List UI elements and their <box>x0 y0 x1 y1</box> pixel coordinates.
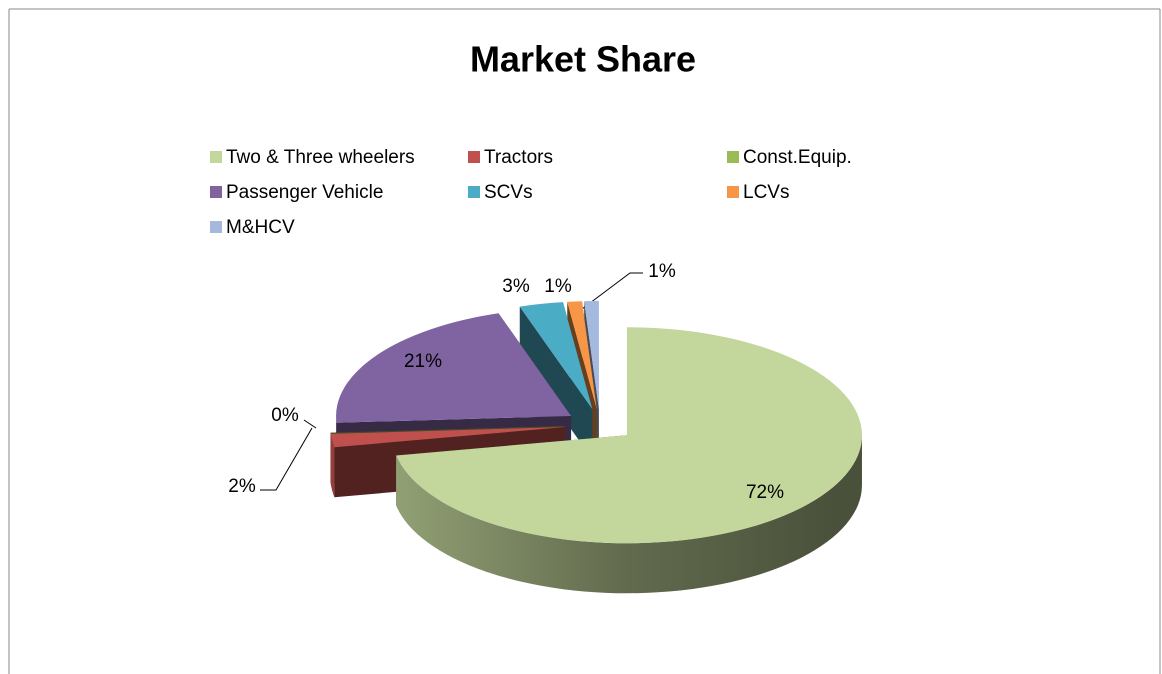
legend-swatch <box>727 186 739 198</box>
pie-slice <box>519 302 593 410</box>
data-label: 1% <box>544 276 572 297</box>
data-label: 72% <box>746 482 784 503</box>
leader-line <box>303 419 317 429</box>
pie-slice <box>336 313 572 423</box>
legend-text: SCVs <box>484 182 533 203</box>
legend-swatch <box>210 186 222 198</box>
slice-side <box>519 306 593 460</box>
legend-text: Tractors <box>484 147 553 168</box>
chart-title: Market Share <box>470 39 696 80</box>
data-label: 1% <box>648 261 676 282</box>
pie-slice <box>330 427 566 448</box>
leader-line <box>260 427 313 491</box>
pie-slice <box>584 300 599 409</box>
slice-side <box>330 433 335 498</box>
leader-line <box>577 272 643 313</box>
legend-text: Two & Three wheelers <box>226 147 415 168</box>
legend-text: Passenger Vehicle <box>226 182 383 203</box>
data-label: 21% <box>404 351 442 372</box>
pie-slice <box>567 301 597 409</box>
legend-text: LCVs <box>743 182 789 203</box>
legend-swatch <box>210 221 222 233</box>
slice-side <box>396 435 862 594</box>
legend-swatch <box>468 151 480 163</box>
legend-text: Const.Equip. <box>743 147 852 168</box>
data-label: 3% <box>502 276 530 297</box>
data-label: 0% <box>271 405 299 426</box>
data-label: 2% <box>228 476 256 497</box>
legend-text: M&HCV <box>226 217 295 238</box>
pie-slice <box>396 327 862 544</box>
legend-swatch <box>468 186 480 198</box>
legend-swatch <box>210 151 222 163</box>
legend-swatch <box>727 151 739 163</box>
